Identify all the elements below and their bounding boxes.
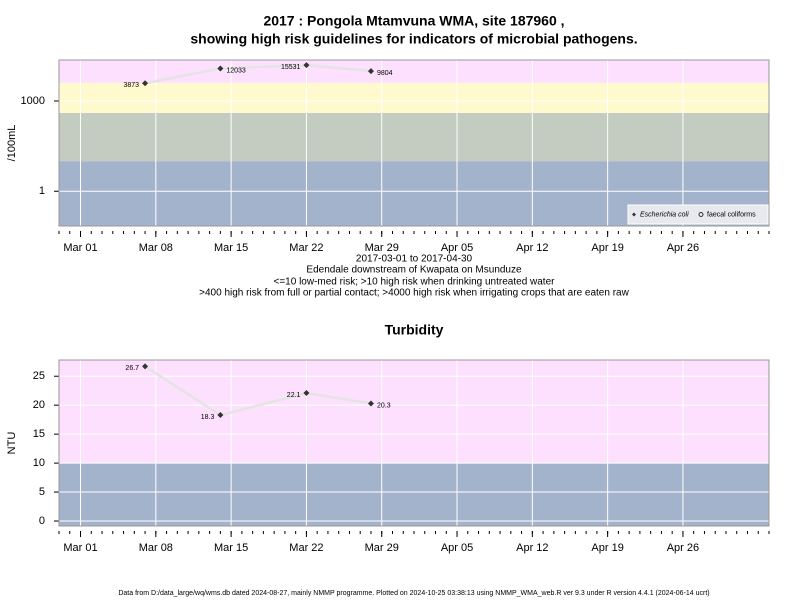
x-tick-label: Mar 01 xyxy=(63,542,97,554)
plot-frame xyxy=(58,359,770,527)
x-tick-label: Apr 12 xyxy=(516,242,548,254)
y-tick-label: 10 xyxy=(33,457,45,469)
y-tick-label: 1000 xyxy=(21,95,45,107)
legend-label: faecal coliforms xyxy=(707,211,756,218)
y-tick-label: 15 xyxy=(33,428,45,440)
point xyxy=(367,400,374,407)
caption-line: 2017-03-01 to 2017-04-30 xyxy=(356,254,473,265)
title-line: showing high risk guidelines for indicat… xyxy=(190,31,637,47)
point xyxy=(303,62,310,69)
x-tick-label: Mar 01 xyxy=(63,242,97,254)
legend-label: Escherichia coli xyxy=(640,211,689,218)
y-tick-label: 0 xyxy=(39,515,45,527)
series-line xyxy=(144,365,372,417)
legend-symbol xyxy=(632,212,636,217)
value-label: 9804 xyxy=(377,70,393,77)
legend-box xyxy=(627,204,769,225)
point xyxy=(142,80,149,87)
y-tick-label: 25 xyxy=(33,370,45,382)
x-tick-label: Apr 26 xyxy=(667,242,699,254)
point xyxy=(142,363,149,370)
x-tick-label: Mar 29 xyxy=(365,242,399,254)
value-label: 15531 xyxy=(281,64,301,71)
point xyxy=(303,390,310,397)
caption-line: Edendale downstream of Kwapata on Msundu… xyxy=(306,265,522,276)
y-tick-label: 1 xyxy=(39,185,45,197)
x-tick-label: Apr 26 xyxy=(667,542,699,554)
risk-band xyxy=(59,360,769,464)
title-line: 2017 : Pongola Mtamvuna WMA, site 187960… xyxy=(263,13,564,29)
x-tick-label: Mar 29 xyxy=(365,542,399,554)
risk-band xyxy=(59,112,769,162)
value-label: 20.3 xyxy=(377,402,391,409)
value-label: 18.3 xyxy=(201,414,215,421)
point xyxy=(217,65,224,72)
footer: Data from D:/data_large/wq/wms.db dated … xyxy=(118,590,709,597)
point xyxy=(367,68,374,75)
caption-line: <=10 low-med risk; >10 high risk when dr… xyxy=(274,277,556,288)
caption-line: >400 high risk from full or partial cont… xyxy=(199,288,629,299)
x-tick-label: Apr 05 xyxy=(441,542,473,554)
x-tick-label: Apr 12 xyxy=(516,542,548,554)
x-tick-label: Apr 19 xyxy=(591,242,623,254)
risk-band xyxy=(59,82,769,113)
x-tick-label: Apr 05 xyxy=(441,242,473,254)
x-tick-label: Mar 15 xyxy=(214,242,248,254)
series-line xyxy=(144,63,372,85)
x-tick-label: Mar 22 xyxy=(289,542,323,554)
value-label: 3873 xyxy=(123,82,139,89)
y-axis-label: NTU xyxy=(6,432,18,455)
chart-title: Turbidity xyxy=(385,322,444,338)
plot-frame xyxy=(58,59,770,227)
point xyxy=(217,412,224,419)
value-label: 26.7 xyxy=(125,365,139,372)
value-label: 22.1 xyxy=(287,392,301,399)
risk-band xyxy=(59,463,769,526)
x-tick-label: Mar 22 xyxy=(289,242,323,254)
x-tick-label: Mar 15 xyxy=(214,542,248,554)
y-axis-label: /100mL xyxy=(6,125,18,162)
x-tick-label: Mar 08 xyxy=(139,242,173,254)
risk-band xyxy=(59,60,769,83)
x-tick-label: Mar 08 xyxy=(139,542,173,554)
legend-symbol xyxy=(698,212,704,217)
y-tick-label: 5 xyxy=(39,486,45,498)
y-tick-label: 20 xyxy=(33,399,45,411)
x-tick-label: Apr 19 xyxy=(591,542,623,554)
value-label: 12033 xyxy=(226,67,246,74)
